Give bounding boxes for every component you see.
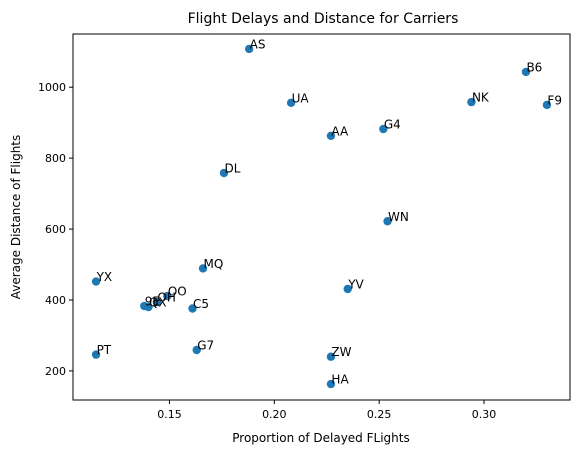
x-tick-label: 0.15 <box>157 408 182 421</box>
point-label: G7 <box>197 338 214 352</box>
point-label: YX <box>96 270 113 284</box>
x-axis-label: Proportion of Delayed FLights <box>232 431 409 445</box>
y-tick-label: 600 <box>45 223 66 236</box>
y-axis-label: Average Distance of Flights <box>9 135 23 300</box>
point-label: B6 <box>526 60 542 74</box>
point-label: YV <box>347 277 364 291</box>
point-label: QX <box>149 296 167 310</box>
x-tick-label: 0.25 <box>367 408 392 421</box>
x-tick-label: 0.20 <box>262 408 287 421</box>
point-label: WN <box>388 210 409 224</box>
point-label: C5 <box>193 297 209 311</box>
point-label: UA <box>292 91 310 105</box>
point-label: DL <box>224 162 240 176</box>
y-tick-label: 400 <box>45 294 66 307</box>
point-label: AS <box>250 37 266 51</box>
point-label: F9 <box>547 93 562 107</box>
point-label: HA <box>331 373 349 387</box>
y-tick-label: 200 <box>45 365 66 378</box>
point-label: G4 <box>384 118 401 132</box>
point-label: ZW <box>331 345 351 359</box>
point-label: PT <box>97 343 112 357</box>
point-label: NK <box>472 91 490 105</box>
y-tick-label: 800 <box>45 152 66 165</box>
chart-title: Flight Delays and Distance for Carriers <box>188 11 459 27</box>
point-label: AA <box>331 124 349 138</box>
x-tick-label: 0.30 <box>472 408 497 421</box>
y-tick-label: 1000 <box>38 81 66 94</box>
point-label: MQ <box>204 257 224 271</box>
